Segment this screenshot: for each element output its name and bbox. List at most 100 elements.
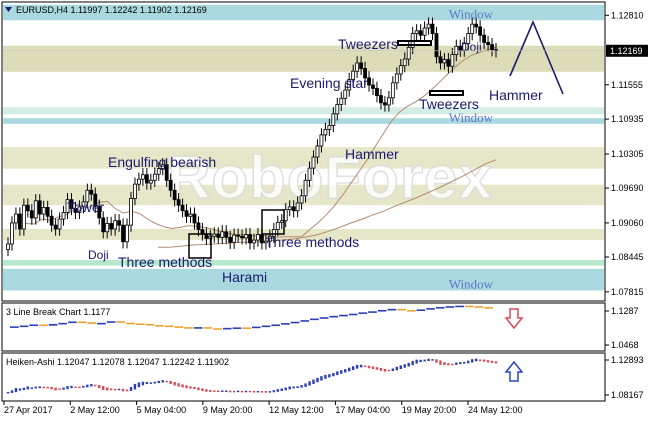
candle-body [438,56,443,64]
heiken-ashi-bar [486,360,490,363]
line-break-block [39,324,48,327]
candle-body [390,82,395,99]
heiken-ashi-bar [272,390,276,393]
line-break-block [261,325,271,328]
line-break-block [358,312,368,314]
candle-body [144,174,149,184]
pattern-hammer-right: Hammer [489,87,543,103]
candle-body [446,59,451,67]
line-break-block [474,306,484,308]
heiken-ashi-bar [395,366,399,371]
heiken-ashi-bar [90,384,93,387]
time-tick-label: 27 Apr 2017 [4,405,53,415]
heiken-ashi-bar [336,371,339,376]
heiken-ashi-bar [14,388,18,393]
line-break-block [290,321,300,324]
zone-label-window: Window [449,6,494,21]
heiken-ashi-bar [304,383,307,387]
candle-body [470,23,475,34]
heiken-ashi-bar [470,359,474,363]
pattern-three-methods-right: Three methods [265,234,359,250]
candles [6,17,498,257]
line-break-block [339,314,348,317]
pattern-three-methods-left: Three methods [118,254,212,270]
zone-band [3,45,604,72]
heiken-ashi-bar [439,360,442,365]
candle-body [311,156,316,169]
heiken-ashi-bar [125,389,129,392]
candle-body [93,193,98,207]
candle-body [220,231,225,238]
candle-body [347,79,352,91]
heiken-ashi-bar [443,362,446,366]
heiken-ashi-bar [153,381,156,384]
heiken-ashi-bar [324,374,327,379]
heiken-ashi-bar [165,380,168,383]
heiken-ashi-bar [244,390,248,393]
candle-body [462,43,467,51]
candle-body [256,234,260,241]
time-tick-label: 5 May 04:00 [137,405,187,415]
pattern-doji-left: Doji [88,248,109,262]
heiken-ashi-bar [490,360,494,363]
heiken-ashi-bar [173,381,176,386]
line-break-block [184,327,193,329]
candle-body [323,128,328,136]
candle-body [69,199,74,209]
heiken-ashi-bar [34,386,37,389]
candle-body [394,73,399,84]
candle-body [271,229,276,237]
heiken-ashi-bar [94,384,97,387]
pattern-evening-star: Evening star [290,75,368,91]
line-break-block [281,323,290,325]
heiken-ashi-bar [478,359,482,361]
line-break-block [310,318,319,321]
candle-body [172,189,177,201]
zone-label-window: Window [449,110,494,125]
candle-body [490,44,494,51]
line-break-block [242,327,251,330]
candle-body [89,189,94,195]
heiken-ashi-bar [66,386,69,390]
line-break-block [387,308,397,311]
candle-body [25,204,30,212]
line-break-block [97,322,106,325]
heiken-ashi-bar [54,387,57,391]
candle-body [49,215,54,226]
price-tick-label: 1.10935 [611,114,644,124]
candle-body [351,70,356,80]
heiken-ashi-bar [197,387,200,391]
candle-body [212,233,217,237]
candle-body [109,223,114,230]
candle-body [355,62,360,72]
watermark: RoboForex [167,144,493,211]
time-tick-label: 9 May 20:00 [203,405,253,415]
heiken-ashi-bar [344,369,347,373]
heiken-ashi-bar [129,387,133,391]
line-break-block [116,321,126,323]
heiken-ashi-bar [70,385,73,389]
heiken-ashi-bar [252,390,256,393]
heiken-ashi-bar [300,385,303,388]
annotations: Tweezers Doji Evening star Tweezers Hamm… [67,36,543,285]
heiken-ashi-bar [181,384,184,388]
heiken-ashi-bar [459,362,462,365]
candle-body [426,23,431,29]
down-arrow-icon [504,308,524,330]
zone-band [3,107,604,115]
heiken-ashi-bar [351,366,355,370]
line-break-block [455,305,464,308]
line-break-blocks [10,305,493,330]
line-break-block [464,305,474,308]
candle-body [140,174,145,180]
candle-body [319,134,324,147]
line-break-block [68,321,77,324]
zone-labels: Window Window Window [449,6,494,291]
candle-body [176,199,181,206]
heiken-ashi-bar [427,358,430,362]
line-break-block [135,323,145,325]
line-break-block [213,328,222,330]
heiken-ashi-bar [407,362,410,367]
line-break-block [19,325,29,328]
candle-body [375,87,379,96]
